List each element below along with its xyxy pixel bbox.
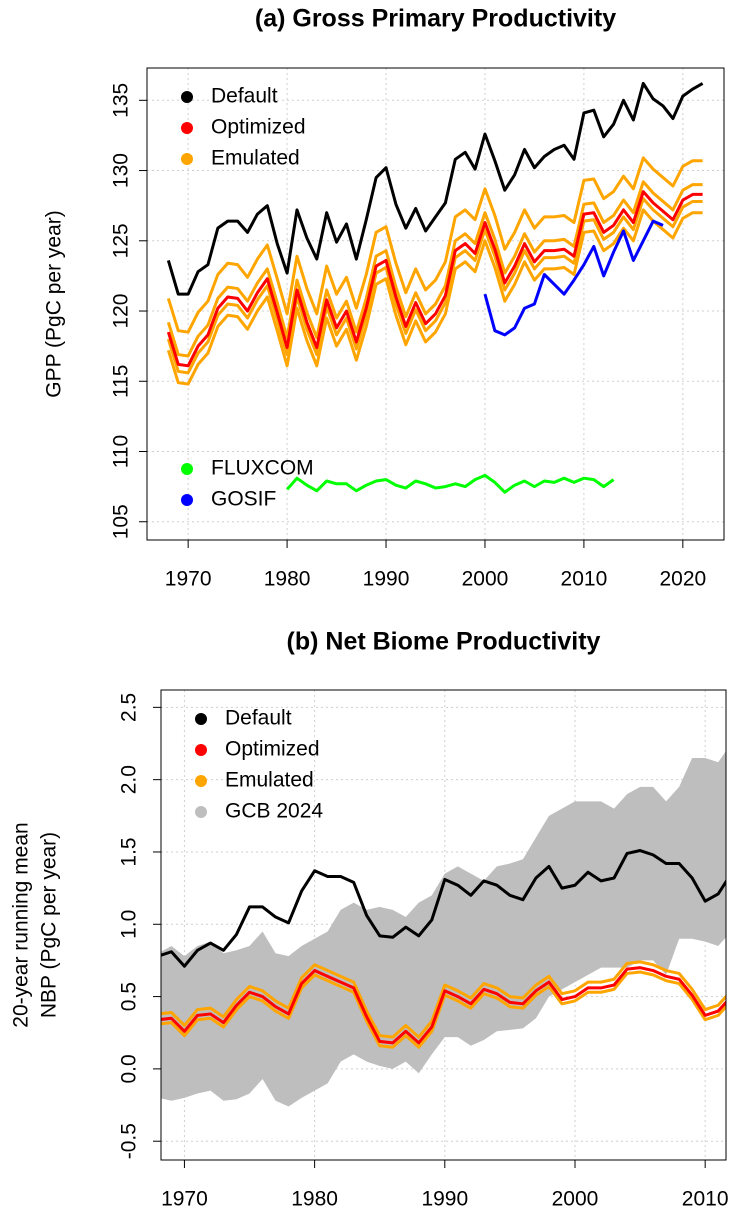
legend-marker: [181, 494, 193, 506]
legend-marker: [195, 713, 207, 725]
legend-label: Default: [211, 85, 278, 108]
legend-label: Optimized: [225, 738, 320, 761]
series-line: [161, 849, 726, 968]
y-tick-label: 0.5: [118, 982, 141, 1011]
legend-marker: [181, 153, 193, 165]
x-tick-label: 2000: [552, 1188, 599, 1211]
chart-title: (b) Net Biome Productivity: [287, 628, 601, 656]
plot-frame: [146, 67, 725, 541]
y-axis-label: 20-year running mean: [10, 822, 33, 1027]
legend-marker: [195, 775, 207, 787]
legend-marker: [181, 463, 193, 475]
ensemble-line: [166, 156, 703, 334]
y-tick-label: 135: [110, 83, 133, 118]
legend-label: Optimized: [211, 116, 306, 139]
y-tick-label: 1.0: [118, 910, 141, 939]
uncertainty-band: [161, 751, 726, 1107]
y-tick-label: 0.0: [118, 1054, 141, 1083]
legend-marker: [195, 806, 207, 818]
x-tick-label: 1980: [291, 1188, 338, 1211]
x-tick-label: 2010: [682, 1188, 729, 1211]
series-line: [166, 190, 703, 368]
x-tick-label: 2000: [462, 568, 509, 591]
y-tick-label: 110: [110, 435, 133, 468]
y-tick-label: 1.5: [118, 837, 141, 866]
legend-label: FLUXCOM: [211, 457, 314, 480]
y-tick-label: 130: [110, 153, 133, 188]
y-tick-label: 115: [110, 365, 133, 398]
legend-label: GCB 2024: [225, 800, 323, 823]
ensemble-line: [166, 180, 703, 358]
x-tick-label: 1990: [363, 568, 410, 591]
legend-marker: [181, 91, 193, 103]
ensemble-line: [166, 208, 703, 386]
y-tick-label: 125: [110, 223, 133, 258]
x-tick-label: 2010: [561, 568, 608, 591]
legend-label: Emulated: [211, 147, 300, 170]
x-tick-label: 1970: [165, 568, 212, 591]
y-tick-label: -0.5: [118, 1123, 141, 1159]
legend-label: Emulated: [225, 769, 314, 792]
y-axis-label: NBP (PgC per year): [38, 832, 61, 1018]
ensemble-line: [166, 197, 703, 375]
x-tick-label: 1990: [421, 1188, 468, 1211]
y-tick-label: 2.0: [118, 765, 141, 794]
series-line: [166, 81, 704, 296]
x-tick-label: 1980: [264, 568, 311, 591]
series-line: [285, 473, 615, 494]
y-tick-label: 105: [110, 504, 133, 539]
chart-title: (a) Gross Primary Productivity: [255, 5, 616, 33]
y-axis-label: GPP (PgC per year): [43, 210, 66, 398]
plot-frame: [160, 689, 727, 1161]
legend-marker: [195, 744, 207, 756]
y-tick-label: 2.5: [118, 693, 141, 722]
plot-area: [166, 81, 704, 494]
ensemble-line: [161, 960, 726, 1039]
x-tick-label: 1970: [161, 1188, 208, 1211]
legend-label: GOSIF: [211, 488, 276, 511]
y-tick-label: 120: [110, 294, 133, 329]
legend-label: Default: [225, 707, 292, 730]
plot-area: [161, 751, 726, 1107]
series-line: [483, 219, 664, 337]
x-tick-label: 2020: [659, 568, 706, 591]
series-line: [161, 966, 726, 1045]
legend-marker: [181, 122, 193, 134]
